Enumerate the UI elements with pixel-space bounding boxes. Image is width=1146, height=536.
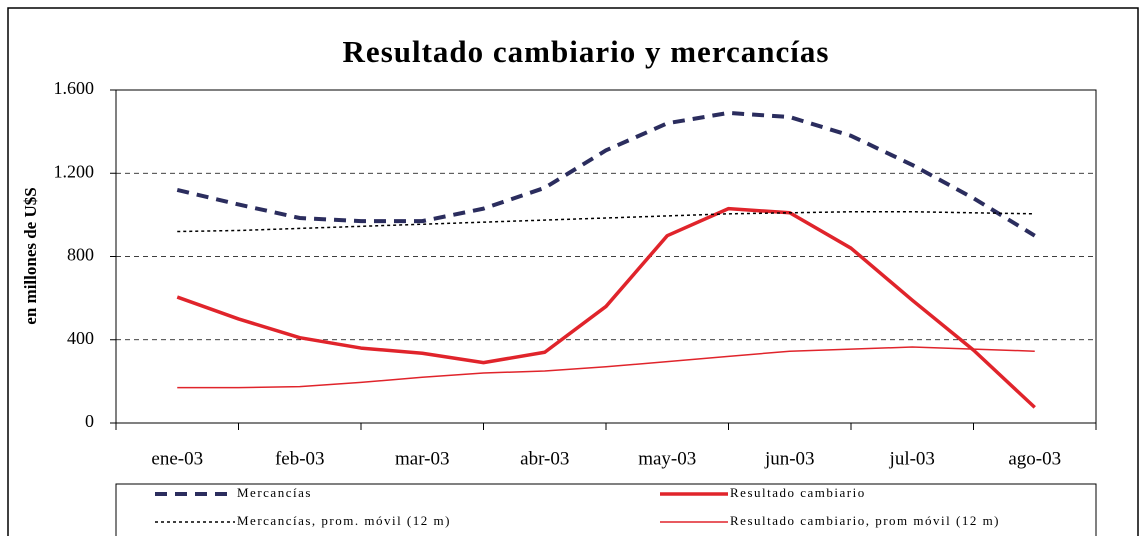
- x-tick-label: feb-03: [275, 448, 325, 469]
- legend-label: Mercancías, prom. móvil (12 m): [237, 513, 451, 528]
- legend-label: Mercancías: [237, 485, 312, 500]
- x-tick-label: abr-03: [520, 448, 569, 469]
- x-tick-label: may-03: [638, 448, 696, 469]
- y-tick-label: 400: [67, 328, 94, 348]
- x-tick-label: ene-03: [151, 448, 203, 469]
- legend-label: Resultado cambiario: [730, 485, 866, 500]
- legend-box: [115, 483, 1097, 536]
- x-tick-label: jul-03: [889, 448, 935, 469]
- series-line: [176, 110, 1036, 238]
- y-axis-label: en millones de U$S: [21, 187, 40, 324]
- y-tick-label: 1.200: [54, 161, 95, 181]
- y-tick-label: 0: [85, 411, 94, 431]
- chart-frame: [7, 7, 1139, 536]
- y-tick-label: 1.600: [54, 78, 95, 98]
- series-line: [177, 211, 1035, 233]
- series-line: [177, 346, 1035, 389]
- series-line: [176, 206, 1036, 409]
- chart-title: Resultado cambiario y mercancías: [343, 34, 830, 69]
- x-tick-label: jun-03: [764, 448, 815, 469]
- x-tick-label: ago-03: [1008, 448, 1061, 469]
- x-tick-label: mar-03: [395, 448, 450, 469]
- legend-label: Resultado cambiario, prom móvil (12 m): [730, 513, 1000, 528]
- y-tick-label: 800: [67, 245, 94, 265]
